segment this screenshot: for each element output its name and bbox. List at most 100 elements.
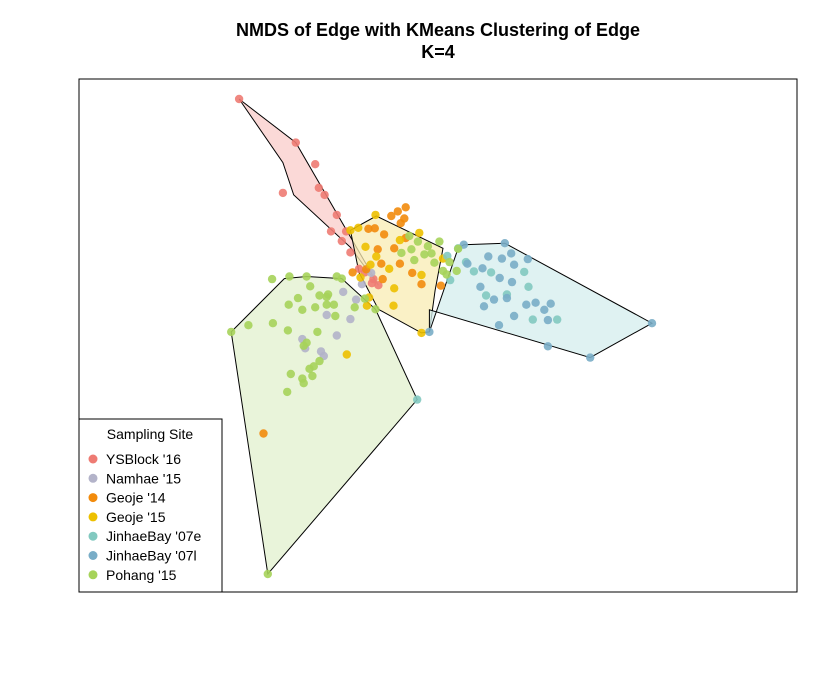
data-point	[322, 300, 331, 309]
data-point	[522, 300, 531, 309]
data-point	[413, 395, 422, 404]
data-point	[507, 249, 516, 258]
data-point	[314, 183, 323, 192]
data-point	[371, 305, 380, 314]
legend: Sampling Site YSBlock '16 Namhae '15 Geoje…	[78, 418, 223, 593]
data-point	[479, 302, 489, 311]
data-point	[311, 160, 320, 169]
data-point	[298, 305, 307, 314]
data-point	[463, 259, 472, 268]
data-point	[339, 287, 348, 297]
data-point	[331, 311, 340, 321]
data-point	[285, 272, 294, 281]
data-point	[315, 356, 324, 366]
data-point	[302, 272, 311, 281]
data-point	[546, 299, 555, 308]
data-point	[405, 231, 414, 241]
data-point	[387, 211, 396, 221]
data-point	[553, 315, 562, 324]
legend-marker	[88, 531, 98, 541]
data-point	[348, 268, 357, 277]
data-point	[326, 227, 336, 236]
data-point	[316, 347, 326, 356]
data-point	[278, 188, 288, 198]
data-point	[425, 327, 434, 337]
data-point	[489, 295, 499, 304]
data-point	[390, 284, 399, 293]
data-point	[342, 350, 351, 359]
data-point	[520, 267, 529, 277]
data-point	[377, 259, 386, 268]
data-point	[313, 327, 322, 337]
data-point	[453, 244, 463, 253]
data-point	[267, 274, 277, 284]
data-point	[486, 268, 496, 277]
data-point	[586, 353, 595, 362]
data-point	[647, 319, 657, 328]
data-point	[322, 310, 331, 320]
data-point	[286, 369, 295, 379]
data-point	[438, 266, 448, 276]
data-point	[452, 266, 461, 276]
data-point	[337, 236, 346, 246]
data-point	[311, 303, 320, 312]
data-point	[509, 311, 519, 321]
data-point	[351, 295, 361, 304]
plot-frame	[78, 78, 798, 593]
data-point	[234, 94, 244, 104]
legend-label: Geoje '14	[106, 490, 166, 506]
legend-label: JinhaeBay '07e	[106, 528, 202, 544]
data-point	[543, 342, 553, 351]
cluster-hulls	[230, 98, 654, 576]
data-point	[507, 277, 517, 287]
series-6	[227, 231, 463, 579]
data-point	[408, 268, 417, 278]
data-point	[494, 321, 504, 330]
data-point	[481, 291, 491, 300]
data-point	[291, 138, 300, 147]
data-point	[320, 190, 329, 200]
legend-marker	[88, 570, 98, 580]
data-point	[356, 273, 365, 282]
data-point	[357, 280, 367, 289]
data-point	[372, 252, 381, 261]
data-point	[430, 258, 439, 267]
data-point	[401, 203, 410, 212]
data-point	[478, 264, 487, 273]
data-point	[227, 327, 236, 337]
data-point	[284, 300, 293, 309]
data-point	[374, 281, 383, 290]
cluster-hull-4	[230, 275, 418, 576]
data-point	[435, 237, 444, 246]
data-point	[332, 331, 341, 340]
data-point	[293, 293, 303, 303]
series-3	[342, 210, 448, 359]
legend-marker	[88, 551, 98, 560]
legend-label: Namhae '15	[106, 470, 181, 486]
data-point	[390, 244, 399, 253]
data-point	[528, 315, 537, 324]
data-point	[524, 282, 533, 291]
data-point	[476, 282, 485, 291]
legend-marker	[88, 512, 98, 522]
data-point	[283, 326, 293, 335]
data-point	[362, 301, 372, 310]
data-points	[227, 94, 657, 579]
data-point	[389, 301, 398, 310]
data-point	[379, 230, 389, 239]
data-point	[415, 228, 424, 238]
data-point	[502, 293, 512, 303]
legend-label: Pohang '15	[106, 567, 177, 583]
data-point	[322, 292, 331, 302]
data-point	[427, 249, 436, 258]
data-point	[361, 242, 370, 251]
data-point	[423, 242, 433, 251]
data-point	[244, 321, 253, 330]
data-point	[393, 207, 402, 216]
data-point	[385, 264, 394, 273]
data-point	[360, 294, 369, 303]
data-point	[420, 250, 429, 259]
data-point	[509, 260, 519, 269]
data-point	[299, 379, 308, 388]
